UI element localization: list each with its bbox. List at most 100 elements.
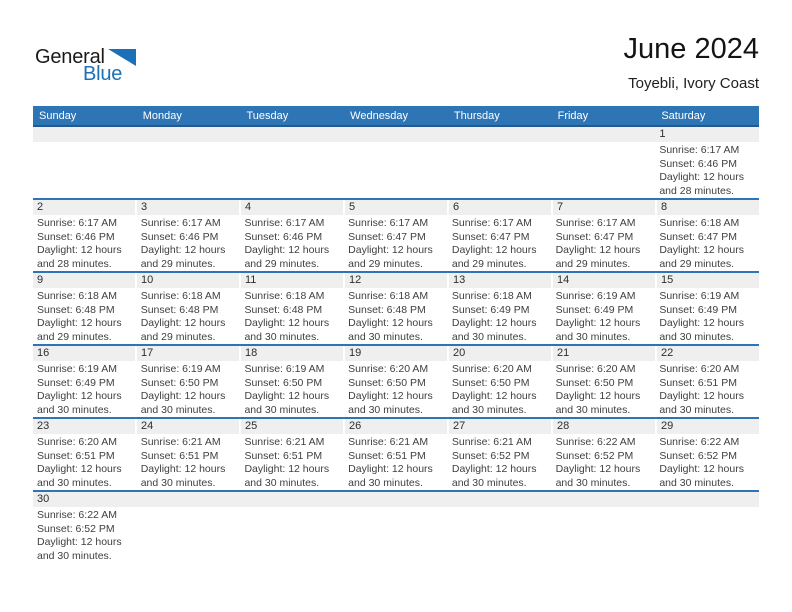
day-cell: Sunrise: 6:19 AM Sunset: 6:50 PM Daylight:… (240, 361, 344, 417)
day-cell-empty (448, 507, 552, 563)
day-number: 17 (137, 346, 239, 361)
day-number: 22 (657, 346, 759, 361)
sunrise-text: Sunrise: 6:17 AM (244, 217, 325, 229)
logo-word-general: General (35, 46, 105, 68)
day-number: 29 (657, 419, 759, 434)
sunrise-text: Sunrise: 6:18 AM (348, 290, 429, 302)
sunset-text: Sunset: 6:48 PM (37, 303, 115, 316)
daylight-text: Daylight: 12 hours and 30 minutes. (555, 390, 641, 416)
sunrise-text: Sunrise: 6:21 AM (348, 436, 429, 448)
day-cell: Sunrise: 6:17 AM Sunset: 6:47 PM Daylight:… (344, 215, 448, 271)
sunrise-text: Sunrise: 6:21 AM (451, 436, 532, 448)
day-number: 11 (241, 273, 343, 288)
daylight-text: Daylight: 12 hours and 30 minutes. (37, 390, 122, 416)
day-number: 4 (241, 200, 343, 215)
sunset-text: Sunset: 6:46 PM (140, 230, 219, 243)
sunset-text: Sunset: 6:46 PM (37, 230, 115, 243)
daylight-text: Daylight: 12 hours and 30 minutes. (348, 390, 433, 416)
day-cell: Sunrise: 6:17 AM Sunset: 6:47 PM Daylight:… (448, 215, 552, 271)
sunset-text: Sunset: 6:50 PM (348, 376, 426, 389)
sunset-text: Sunset: 6:52 PM (451, 449, 530, 462)
sunset-text: Sunset: 6:51 PM (140, 449, 219, 462)
weekday-header-thursday: Thursday (453, 109, 500, 122)
weekday-header-monday: Monday (142, 109, 182, 122)
day-number: 8 (657, 200, 759, 215)
day-content-row: Sunrise: 6:19 AM Sunset: 6:49 PM Daylight:… (33, 361, 759, 417)
sunrise-text: Sunrise: 6:22 AM (555, 436, 636, 448)
sunset-text: Sunset: 6:47 PM (555, 230, 634, 243)
daylight-text: Daylight: 12 hours and 30 minutes. (659, 390, 744, 416)
day-content-row: Sunrise: 6:18 AM Sunset: 6:48 PM Daylight:… (33, 288, 759, 344)
day-number-band: 30 (33, 492, 759, 507)
sunset-text: Sunset: 6:48 PM (348, 303, 426, 316)
day-number-band: 1 (33, 127, 759, 142)
title-block: June 2024 Toyebli, Ivory Coast (623, 33, 759, 93)
sunset-text: Sunset: 6:49 PM (659, 303, 737, 316)
day-number: 14 (553, 273, 655, 288)
day-cell-empty (137, 507, 241, 563)
sunset-text: Sunset: 6:51 PM (244, 449, 323, 462)
weekday-header-wednesday: Wednesday (350, 109, 409, 122)
daylight-text: Daylight: 12 hours and 30 minutes. (244, 390, 330, 416)
day-number: 25 (241, 419, 343, 434)
daylight-text: Daylight: 12 hours and 29 minutes. (555, 244, 641, 270)
sunset-text: Sunset: 6:47 PM (348, 230, 426, 243)
day-cell: Sunrise: 6:19 AM Sunset: 6:50 PM Daylight:… (137, 361, 241, 417)
day-cell: Sunrise: 6:18 AM Sunset: 6:47 PM Daylight:… (655, 215, 759, 271)
sunset-text: Sunset: 6:46 PM (244, 230, 323, 243)
sunrise-text: Sunrise: 6:21 AM (244, 436, 325, 448)
sunrise-text: Sunrise: 6:22 AM (37, 509, 117, 521)
sunset-text: Sunset: 6:50 PM (140, 376, 219, 389)
daylight-text: Daylight: 12 hours and 30 minutes. (659, 463, 744, 489)
sunset-text: Sunset: 6:50 PM (244, 376, 323, 389)
daylight-text: Daylight: 12 hours and 30 minutes. (140, 390, 226, 416)
day-cell-empty (552, 507, 656, 563)
day-cell-empty (344, 507, 448, 563)
day-cell: Sunrise: 6:17 AM Sunset: 6:46 PM Daylight:… (137, 215, 241, 271)
sunrise-text: Sunrise: 6:20 AM (451, 363, 532, 375)
sunrise-text: Sunrise: 6:18 AM (659, 217, 740, 229)
day-number: 6 (449, 200, 551, 215)
day-content-row: Sunrise: 6:17 AM Sunset: 6:46 PM Daylight:… (33, 215, 759, 271)
day-number: 15 (657, 273, 759, 288)
sunset-text: Sunset: 6:52 PM (555, 449, 634, 462)
day-number: 7 (553, 200, 655, 215)
day-number: 1 (659, 128, 666, 140)
sunset-text: Sunset: 6:49 PM (555, 303, 634, 316)
sunset-text: Sunset: 6:52 PM (37, 522, 115, 535)
sunset-text: Sunset: 6:49 PM (451, 303, 530, 316)
day-number: 3 (137, 200, 239, 215)
day-cell: Sunrise: 6:18 AM Sunset: 6:48 PM Daylight:… (344, 288, 448, 344)
calendar-grid: Sunday Monday Tuesday Wednesday Thursday Frid… (33, 106, 759, 563)
sunrise-text: Sunrise: 6:22 AM (659, 436, 740, 448)
day-number: 21 (553, 346, 655, 361)
day-number: 18 (241, 346, 343, 361)
day-cell: Sunrise: 6:22 AM Sunset: 6:52 PM Daylight:… (552, 434, 656, 490)
sunrise-text: Sunrise: 6:18 AM (244, 290, 325, 302)
day-cell: Sunrise: 6:19 AM Sunset: 6:49 PM Daylight:… (655, 288, 759, 344)
day-cell: Sunrise: 6:17 AM Sunset: 6:46 PM Daylight:… (655, 142, 759, 198)
day-cell-empty (552, 142, 656, 198)
day-number-empty (240, 492, 344, 507)
week-row: 30 Sunrise: 6:22 AM Sunset: 6:52 PM Dayligh… (33, 492, 759, 563)
day-number-band: 9 10 11 12 13 14 15 (33, 273, 759, 288)
day-cell: Sunrise: 6:20 AM Sunset: 6:51 PM Daylight:… (33, 434, 137, 490)
daylight-text: Daylight: 12 hours and 29 minutes. (451, 244, 537, 270)
sunset-text: Sunset: 6:52 PM (659, 449, 737, 462)
day-cell: Sunrise: 6:19 AM Sunset: 6:49 PM Daylight:… (33, 361, 137, 417)
daylight-text: Daylight: 12 hours and 30 minutes. (37, 536, 122, 562)
sunrise-text: Sunrise: 6:17 AM (348, 217, 429, 229)
sunrise-text: Sunrise: 6:19 AM (37, 363, 117, 375)
day-number: 10 (137, 273, 239, 288)
daylight-text: Daylight: 12 hours and 30 minutes. (451, 463, 537, 489)
day-cell: Sunrise: 6:18 AM Sunset: 6:48 PM Daylight:… (240, 288, 344, 344)
daylight-text: Daylight: 12 hours and 30 minutes. (348, 317, 433, 343)
day-cell: Sunrise: 6:17 AM Sunset: 6:47 PM Daylight:… (552, 215, 656, 271)
sunrise-text: Sunrise: 6:18 AM (140, 290, 221, 302)
month-title: June 2024 (623, 33, 759, 65)
day-number-empty (137, 127, 241, 142)
logo-triangle-icon (108, 49, 136, 66)
sunrise-text: Sunrise: 6:20 AM (555, 363, 636, 375)
